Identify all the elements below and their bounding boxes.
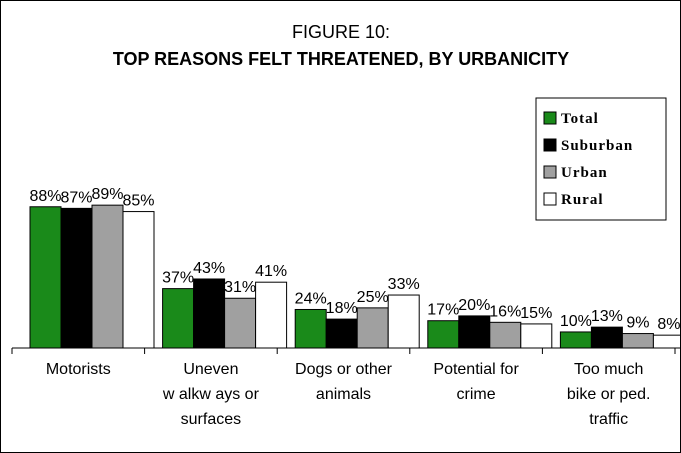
- bar-total-3: [427, 320, 460, 349]
- bar-rural-0: [122, 211, 155, 349]
- data-label: 20%: [458, 297, 490, 314]
- legend-swatch-suburban: [543, 138, 557, 152]
- data-label: 17%: [427, 302, 459, 319]
- category-label: Potential for: [433, 361, 519, 378]
- bar-suburban-2: [325, 318, 358, 349]
- bar-urban-4: [621, 333, 654, 349]
- bar-rural-3: [520, 323, 553, 349]
- legend-label-total: Total: [561, 111, 599, 127]
- bar-suburban-4: [590, 326, 623, 349]
- bar-urban-1: [224, 297, 257, 349]
- bar-rural-4: [652, 334, 680, 349]
- data-label: 89%: [91, 186, 123, 203]
- bar-rural-1: [255, 281, 288, 349]
- category-label: animals: [316, 386, 371, 403]
- plot-area: 88%87%89%85% Motorists 37%43% 31%41% Uneven w…: [11, 186, 680, 428]
- legend-box: [535, 97, 667, 221]
- category-label: Dogs or other: [295, 361, 393, 378]
- legend-label-suburban: Suburban: [561, 138, 633, 154]
- data-label: 9%: [626, 315, 649, 332]
- data-label: 8%: [657, 316, 680, 333]
- data-label: 88%: [29, 188, 61, 205]
- bar-urban-0: [91, 204, 124, 349]
- chart-title: FIGURE 10:: [292, 22, 390, 42]
- data-label: 16%: [489, 303, 521, 320]
- category-label: crime: [457, 386, 496, 403]
- bar-rural-2: [387, 294, 420, 349]
- bar-urban-2: [356, 307, 389, 349]
- bar-total-2: [294, 308, 327, 349]
- data-label: 13%: [591, 308, 623, 325]
- data-label: 43%: [193, 260, 225, 277]
- data-label: 87%: [60, 189, 92, 206]
- category-label: w alkw ays or: [162, 386, 260, 403]
- bar-urban-3: [489, 321, 522, 349]
- bar-total-0: [29, 206, 62, 349]
- data-label: 15%: [520, 305, 552, 322]
- data-label: 33%: [388, 276, 420, 293]
- category-label: surfaces: [181, 411, 241, 428]
- category-label: Uneven: [183, 361, 238, 378]
- data-label: 18%: [326, 300, 358, 317]
- legend-swatch-urban: [543, 165, 557, 179]
- bar-suburban-3: [458, 315, 491, 349]
- category-label: traffic: [589, 411, 628, 428]
- legend-swatch-total: [543, 111, 557, 125]
- data-label: 41%: [255, 263, 287, 280]
- data-label: 37%: [162, 270, 194, 287]
- category-label: Too much: [574, 361, 643, 378]
- bar-total-1: [162, 288, 195, 349]
- chart-subtitle: TOP REASONS FELT THREATENED, BY URBANICI…: [113, 49, 569, 69]
- bar-suburban-0: [60, 207, 93, 349]
- legend-swatch-rural: [543, 192, 557, 206]
- data-label: 25%: [357, 289, 389, 306]
- data-label: 24%: [295, 290, 327, 307]
- legend: Total Suburban Urban Rural: [535, 97, 667, 221]
- data-label: 31%: [224, 279, 256, 296]
- data-label: 10%: [560, 313, 592, 330]
- category-label: Motorists: [46, 361, 111, 378]
- data-label: 85%: [122, 193, 154, 210]
- bar-suburban-1: [193, 278, 226, 349]
- category-label: bike or ped.: [567, 386, 651, 403]
- legend-label-rural: Rural: [561, 192, 604, 208]
- legend-label-urban: Urban: [561, 165, 608, 181]
- bar-total-4: [559, 331, 592, 349]
